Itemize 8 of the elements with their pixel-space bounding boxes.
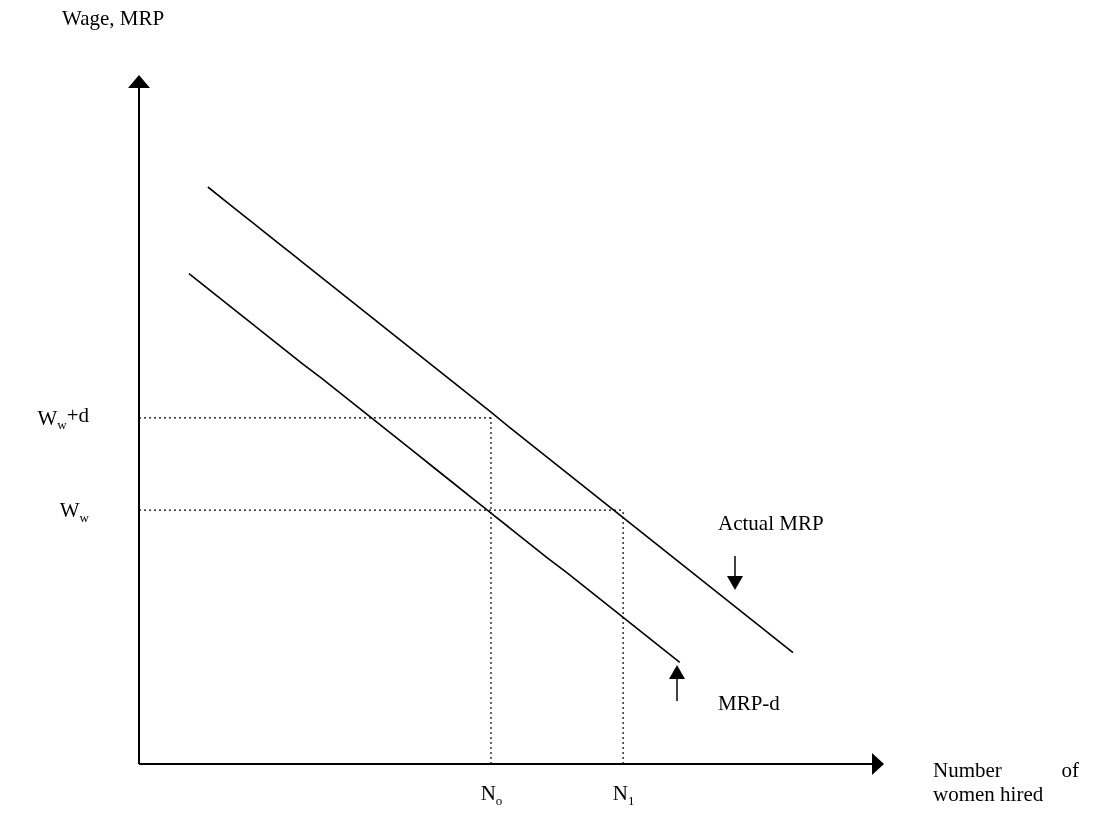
x-tick-label: N$_{o}$ [480,781,503,808]
ref-line-label: W$_{w}$ [59,498,90,525]
text: Wage, MRP [62,6,165,31]
x-tick-label: N$_{1}$ [612,781,635,808]
annotation: Actual MRP [718,511,824,535]
text: Number of women hired [933,758,1079,806]
annotation: MRP-d [718,691,781,715]
ref-line-label: W$_{w}$+d [37,403,90,433]
